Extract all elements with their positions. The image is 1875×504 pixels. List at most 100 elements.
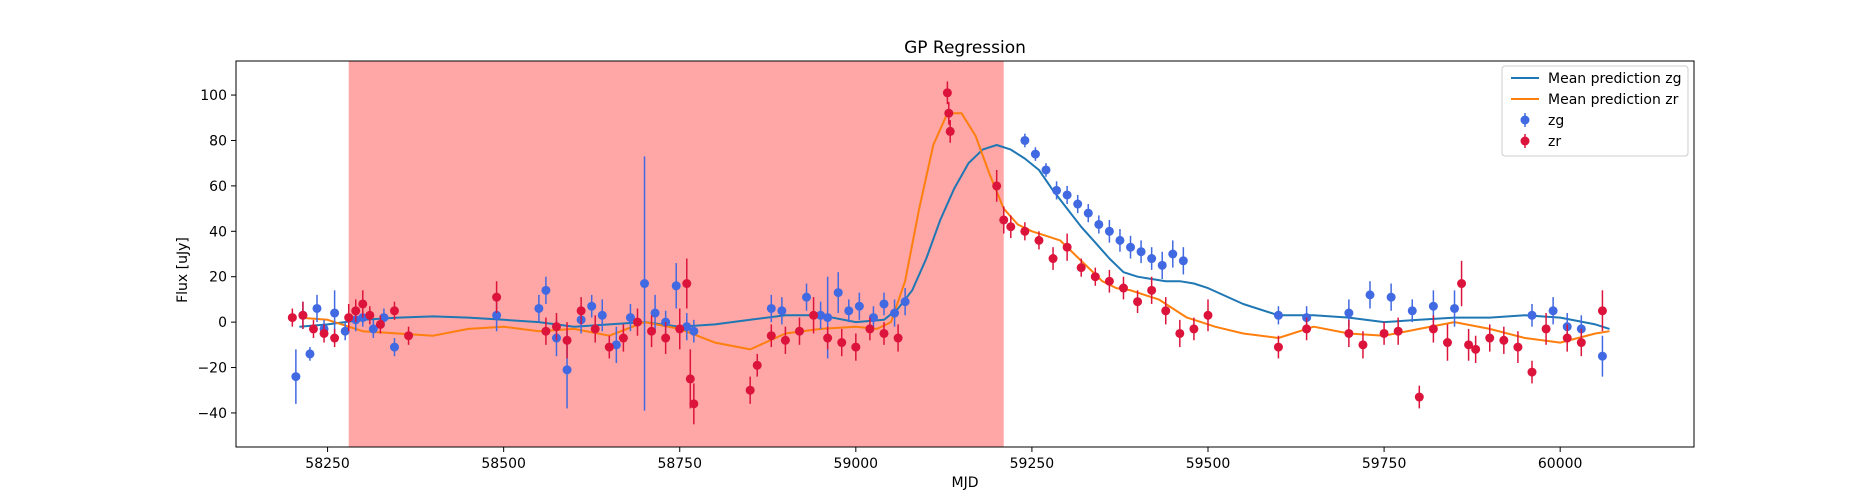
zr-point [330, 333, 340, 343]
zr-point [675, 324, 685, 334]
zr-point [1006, 222, 1016, 232]
zg-point [492, 310, 502, 320]
x-tick-label: 60000 [1538, 456, 1583, 472]
zg-point [312, 303, 322, 313]
zg-point [1450, 303, 1460, 313]
zr-point [1062, 242, 1072, 252]
zr-point [1147, 285, 1157, 295]
zg-point [625, 313, 635, 323]
zr-point [551, 322, 561, 332]
zg-point [1386, 292, 1396, 302]
legend-label-zr-mean: Mean prediction zr [1548, 92, 1679, 108]
y-tick-label: −40 [197, 406, 227, 422]
zg-point [1062, 190, 1072, 200]
zr-point [1118, 283, 1128, 293]
zg-point [890, 308, 900, 318]
zr-point [618, 333, 628, 343]
y-tick-label: 100 [200, 88, 227, 104]
zr-point [766, 331, 776, 341]
highlight-span [348, 61, 1004, 447]
zg-point [1344, 308, 1354, 318]
axes-frame [235, 60, 1695, 448]
zg-point [597, 310, 607, 320]
zg-point [833, 288, 843, 298]
zr-point [942, 88, 952, 98]
x-tick-label: 59750 [1362, 456, 1407, 472]
zg-point [1094, 219, 1104, 229]
zr-point [1189, 324, 1199, 334]
zr-point [1076, 263, 1086, 273]
x-tick-label: 58750 [657, 456, 702, 472]
zr-point [1104, 276, 1114, 286]
zg-point [900, 297, 910, 307]
legend-label-zg-mean: Mean prediction zg [1548, 71, 1682, 87]
zg-point [689, 326, 699, 336]
zr-point [780, 335, 790, 345]
zr-point [1020, 226, 1030, 236]
zr-point [541, 326, 551, 336]
zr-point [1562, 333, 1572, 343]
legend-label-zr: zr [1548, 134, 1561, 150]
x-tick-label: 58250 [305, 456, 350, 472]
zr-point [287, 313, 297, 323]
zg-point [1147, 254, 1157, 264]
zr-point [375, 319, 385, 329]
zr-point [344, 313, 354, 323]
zr-point [1541, 324, 1551, 334]
zr-point [647, 326, 657, 336]
zg-point [389, 342, 399, 352]
zr-point [1414, 392, 1424, 402]
zr-point [752, 360, 762, 370]
zg-point [879, 299, 889, 309]
zg-point [854, 301, 864, 311]
zr-point [1161, 306, 1171, 316]
zg-point [868, 313, 878, 323]
zr-point [1393, 326, 1403, 336]
zg-point [1115, 235, 1125, 245]
zr-point [1513, 342, 1523, 352]
zr-point [837, 338, 847, 348]
zr-point [1471, 344, 1481, 354]
zr-point [1428, 324, 1438, 334]
zr-point [389, 306, 399, 316]
zr-point [1048, 254, 1058, 264]
zr-point [1273, 342, 1283, 352]
zr-point [794, 326, 804, 336]
zr-point [879, 328, 889, 338]
zg-point [766, 303, 776, 313]
zg-point [1273, 310, 1283, 320]
y-tick-label: 80 [209, 133, 227, 149]
zg-point [305, 349, 315, 359]
zr-point [1302, 324, 1312, 334]
zr-point [1485, 333, 1495, 343]
zg-point [611, 340, 621, 350]
zg-point [1126, 242, 1136, 252]
zg-point [650, 308, 660, 318]
zr-point [992, 181, 1002, 191]
x-tick-label: 59250 [1010, 456, 1055, 472]
zg-point [1052, 185, 1062, 195]
zr-point [590, 324, 600, 334]
legend-marker-zg [1520, 115, 1530, 125]
zg-point [534, 303, 544, 313]
zr-point [1457, 279, 1467, 289]
zg-point [340, 326, 350, 336]
zr-point [1344, 328, 1354, 338]
zg-point [1178, 256, 1188, 266]
zr-point [358, 299, 368, 309]
y-tick-label: 20 [209, 270, 227, 286]
zg-point [1428, 301, 1438, 311]
zr-point [562, 335, 572, 345]
y-tick-label: 60 [209, 179, 227, 195]
y-tick-label: −20 [197, 361, 227, 377]
zr-point [1499, 335, 1509, 345]
zr-point [1442, 338, 1452, 348]
zg-point [1030, 149, 1040, 159]
zr-point [823, 333, 833, 343]
plot-area: 58250 58500 58750 59000 59250 59500 59750 60000… [197, 60, 1695, 472]
y-axis-label: Flux [uJy] [175, 237, 191, 303]
zg-point [1041, 165, 1051, 175]
zg-point [1020, 135, 1030, 145]
zr-point [893, 333, 903, 343]
